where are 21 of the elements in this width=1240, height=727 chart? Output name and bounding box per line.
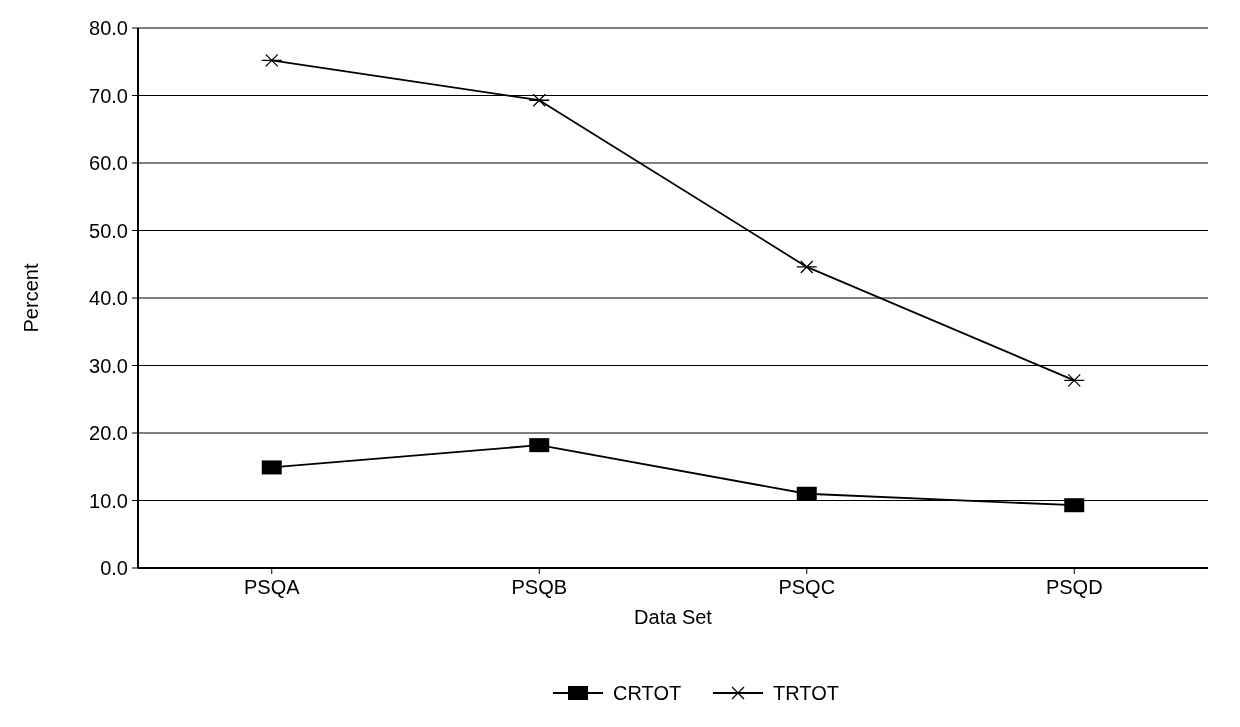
y-axis-title: Percent <box>20 263 42 333</box>
point <box>529 438 550 453</box>
x-axis-title: Data Set <box>634 606 713 628</box>
x-tick-label: PSQB <box>511 576 568 598</box>
legend-label: TRTOT <box>773 682 839 704</box>
y-tick-label: 10.0 <box>89 489 128 512</box>
y-tick-label: 40.0 <box>89 287 128 309</box>
y-tick-label: 70.0 <box>89 84 128 107</box>
legend-label: CRTOT <box>613 682 682 704</box>
x-tick-label: PSQA <box>243 576 301 598</box>
x-tick-label: PSQC <box>778 576 836 598</box>
y-tick-label: 60.0 <box>89 152 128 174</box>
point <box>796 486 817 501</box>
y-tick-label: 0.0 <box>100 557 128 579</box>
point <box>261 460 282 475</box>
x-tick-label: PSQD <box>1045 576 1103 598</box>
y-tick-label: 50.0 <box>89 219 128 242</box>
y-tick-label: 20.0 <box>89 422 128 444</box>
y-tick-label: 30.0 <box>89 354 128 377</box>
point <box>1064 498 1085 513</box>
y-tick-label: 80.0 <box>89 17 128 39</box>
